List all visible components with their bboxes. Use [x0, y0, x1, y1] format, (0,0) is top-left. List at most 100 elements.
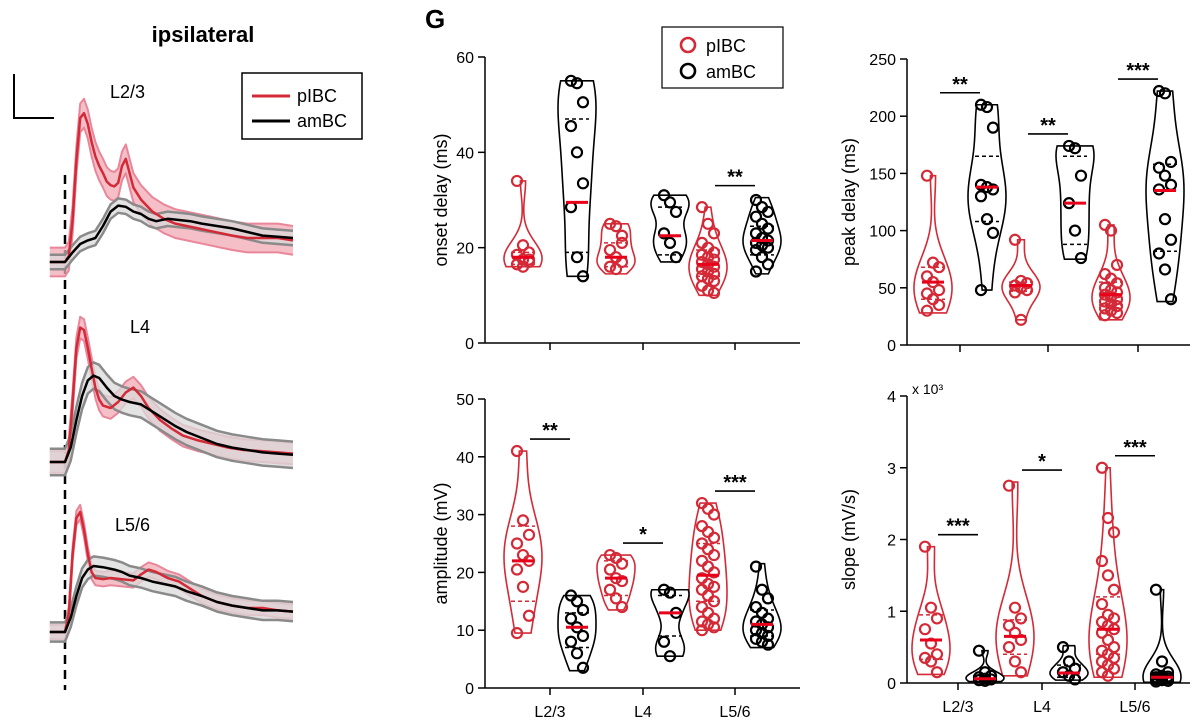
amBC-mean-trace — [49, 374, 294, 464]
data-point — [707, 274, 721, 288]
data-point — [1008, 601, 1022, 614]
data-point — [615, 557, 629, 570]
data-point — [986, 121, 1000, 134]
trace-layer — [49, 97, 294, 643]
data-point — [932, 298, 946, 312]
data-point — [516, 239, 530, 252]
data-point — [1074, 251, 1088, 265]
violin-outline — [911, 545, 951, 676]
violin-outline — [557, 80, 597, 278]
significance-label: *** — [946, 516, 970, 538]
amBC-sem-band — [49, 362, 293, 476]
data-point — [749, 615, 763, 628]
data-point — [695, 248, 709, 261]
data-point — [920, 304, 934, 317]
data-point — [663, 196, 677, 209]
data-point — [761, 638, 775, 651]
data-point — [695, 255, 709, 269]
data-point — [510, 174, 524, 188]
data-point — [522, 253, 536, 266]
y-tick-label: 2 — [887, 533, 896, 550]
chart-legend-amBC-marker — [679, 62, 697, 80]
violin-pIBC-L2/3 — [503, 444, 543, 640]
data-point — [924, 601, 938, 614]
x-tick-label: L5/6 — [719, 704, 750, 721]
x-tick-label: L4 — [634, 704, 652, 721]
panel-letter: G — [425, 4, 445, 34]
data-point — [609, 263, 623, 276]
amBC-sem-upper — [49, 197, 294, 257]
data-point — [980, 100, 994, 114]
data-point — [695, 624, 709, 637]
data-point — [603, 260, 617, 273]
y-axis-label: amplitude (mV) — [431, 482, 451, 604]
chart-legend-pIBC-label: pIBC — [706, 36, 746, 56]
violin-pIBC-L5/6 — [688, 201, 728, 300]
data-point — [570, 595, 584, 608]
data-point — [974, 190, 988, 203]
data-point — [695, 615, 709, 628]
data-point — [707, 286, 721, 300]
y-tick-label: 100 — [869, 224, 896, 241]
trace-row-label-L2/3: L2/3 — [110, 82, 145, 102]
data-point — [1104, 224, 1118, 237]
data-point — [1164, 293, 1178, 306]
violin-amBC-L2/3 — [967, 98, 1007, 297]
data-point — [1107, 583, 1121, 596]
data-point — [576, 96, 590, 109]
data-point — [707, 227, 721, 240]
violin-amBC-L5/6 — [1145, 84, 1185, 306]
data-point — [603, 243, 617, 257]
data-point — [1014, 612, 1028, 625]
y-tick-label: 20 — [456, 241, 474, 258]
data-point — [1008, 233, 1022, 246]
data-point — [749, 243, 763, 257]
data-point — [761, 258, 775, 271]
data-point — [918, 651, 932, 664]
y-axis-label: onset delay (ms) — [431, 133, 451, 266]
data-point — [707, 580, 721, 593]
data-point — [986, 183, 1000, 196]
data-point — [918, 623, 932, 636]
data-point — [570, 146, 584, 159]
data-point — [707, 621, 721, 634]
data-point — [980, 213, 994, 226]
data-point — [932, 261, 946, 274]
data-point — [932, 283, 946, 297]
significance-label: *** — [1126, 60, 1150, 82]
data-point — [986, 226, 1000, 239]
data-point — [1074, 169, 1088, 182]
data-point — [1002, 641, 1016, 654]
data-point — [516, 260, 530, 273]
traces-legend-pIBC-label: pIBC — [297, 86, 337, 106]
data-point — [930, 666, 944, 679]
violin-amBC-L4 — [1049, 641, 1089, 686]
data-point — [510, 258, 524, 271]
violin-pIBC-L5/6 — [1088, 461, 1128, 682]
x-tick-label: L5/6 — [1119, 699, 1150, 716]
violin-pIBC-L4 — [596, 217, 636, 276]
data-point — [576, 661, 590, 674]
data-point — [707, 566, 721, 579]
data-point — [609, 592, 623, 605]
data-point — [1095, 597, 1109, 611]
trace-row-L2/3 — [49, 97, 294, 278]
data-point — [930, 648, 944, 661]
data-point — [576, 270, 590, 283]
data-point — [1014, 313, 1028, 326]
y-tick-label: 0 — [465, 336, 474, 353]
data-point — [1068, 224, 1082, 237]
violin-pIBC-L5/6 — [688, 496, 728, 637]
data-point — [570, 647, 584, 660]
significance-label: * — [1038, 451, 1046, 473]
data-point — [603, 548, 617, 562]
data-point — [564, 120, 578, 133]
data-point — [1158, 169, 1172, 182]
data-point — [570, 251, 584, 264]
y-tick-label: 0 — [465, 681, 474, 698]
data-point — [701, 284, 715, 297]
data-point — [1155, 674, 1169, 687]
data-point — [663, 586, 677, 599]
data-point — [564, 74, 578, 87]
